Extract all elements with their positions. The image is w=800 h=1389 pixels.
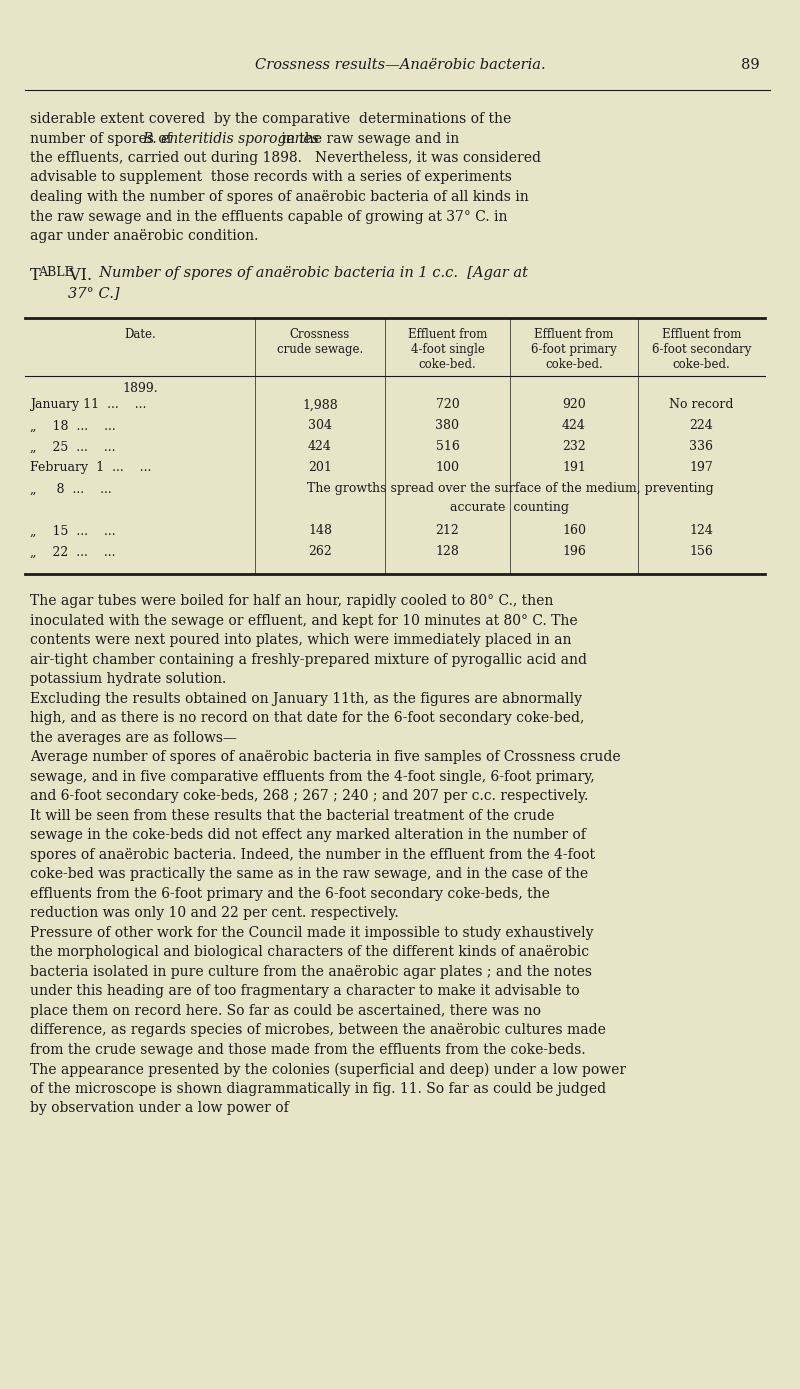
Text: The agar tubes were boiled for half an hour, rapidly cooled to 80° C., then: The agar tubes were boiled for half an h… xyxy=(30,594,554,608)
Text: Excluding the results obtained on January 11th, as the figures are abnormally: Excluding the results obtained on Januar… xyxy=(30,692,582,706)
Text: of the microscope is shown diagrammatically in fig. 11. So far as could be judge: of the microscope is shown diagrammatica… xyxy=(30,1082,606,1096)
Text: The appearance presented by the colonies (superficial and deep) under a low powe: The appearance presented by the colonies… xyxy=(30,1063,626,1076)
Text: 224: 224 xyxy=(690,419,714,432)
Text: It will be seen from these results that the bacterial treatment of the crude: It will be seen from these results that … xyxy=(30,808,554,822)
Text: 100: 100 xyxy=(435,461,459,474)
Text: effluents from the 6-foot primary and the 6-foot secondary coke-beds, the: effluents from the 6-foot primary and th… xyxy=(30,886,550,901)
Text: high, and as there is no record on that date for the 6-foot secondary coke-bed,: high, and as there is no record on that … xyxy=(30,711,584,725)
Text: T: T xyxy=(30,267,41,283)
Text: 336: 336 xyxy=(690,440,714,453)
Text: Pressure of other work for the Council made it impossible to study exhaustively: Pressure of other work for the Council m… xyxy=(30,926,594,940)
Text: sewage, and in five comparative effluents from the 4-foot single, 6-foot primary: sewage, and in five comparative effluent… xyxy=(30,770,594,783)
Text: 920: 920 xyxy=(562,399,586,411)
Text: the effluents, carried out during 1898.   Nevertheless, it was considered: the effluents, carried out during 1898. … xyxy=(30,151,541,165)
Text: 232: 232 xyxy=(562,440,586,453)
Text: „    15  ...    ...: „ 15 ... ... xyxy=(30,524,116,538)
Text: Average number of spores of anaërobic bacteria in five samples of Crossness crud: Average number of spores of anaërobic ba… xyxy=(30,750,621,764)
Text: February  1  ...    ...: February 1 ... ... xyxy=(30,461,151,474)
Text: „    18  ...    ...: „ 18 ... ... xyxy=(30,419,116,432)
Text: the raw sewage and in the effluents capable of growing at 37° C. in: the raw sewage and in the effluents capa… xyxy=(30,210,507,224)
Text: 191: 191 xyxy=(562,461,586,474)
Text: „    25  ...    ...: „ 25 ... ... xyxy=(30,440,115,453)
Text: and 6-foot secondary coke-beds, 268 ; 267 ; 240 ; and 207 per c.c. respectively.: and 6-foot secondary coke-beds, 268 ; 26… xyxy=(30,789,588,803)
Text: 304: 304 xyxy=(308,419,332,432)
Text: air-tight chamber containing a freshly-prepared mixture of pyrogallic acid and: air-tight chamber containing a freshly-p… xyxy=(30,653,587,667)
Text: 720: 720 xyxy=(436,399,459,411)
Text: potassium hydrate solution.: potassium hydrate solution. xyxy=(30,672,226,686)
Text: number of spores of: number of spores of xyxy=(30,132,176,146)
Text: dealing with the number of spores of anaërobic bacteria of all kinds in: dealing with the number of spores of ana… xyxy=(30,190,529,204)
Text: 37° C.]: 37° C.] xyxy=(68,286,120,300)
Text: Number of spores of anaërobic bacteria in 1 c.c.  [Agar at: Number of spores of anaërobic bacteria i… xyxy=(90,267,528,281)
Text: accurate  counting: accurate counting xyxy=(450,501,570,514)
Text: 1,988: 1,988 xyxy=(302,399,338,411)
Text: 424: 424 xyxy=(562,419,586,432)
Text: the morphological and biological characters of the different kinds of anaërobic: the morphological and biological charact… xyxy=(30,946,589,960)
Text: 197: 197 xyxy=(690,461,714,474)
Text: from the crude sewage and those made from the effluents from the coke-beds.: from the crude sewage and those made fro… xyxy=(30,1043,586,1057)
Text: The growths spread over the surface of the medium, preventing: The growths spread over the surface of t… xyxy=(306,482,714,496)
Text: Crossness
crude sewage.: Crossness crude sewage. xyxy=(277,328,363,356)
Text: spores of anaërobic bacteria. Indeed, the number in the effluent from the 4-foot: spores of anaërobic bacteria. Indeed, th… xyxy=(30,847,595,861)
Text: in the raw sewage and in: in the raw sewage and in xyxy=(277,132,459,146)
Text: Crossness results—Anaërobic bacteria.: Crossness results—Anaërobic bacteria. xyxy=(254,58,546,72)
Text: 201: 201 xyxy=(308,461,332,474)
Text: 156: 156 xyxy=(690,546,714,558)
Text: advisable to supplement  those records with a series of experiments: advisable to supplement those records wi… xyxy=(30,171,512,185)
Text: VI.: VI. xyxy=(64,267,92,283)
Text: 516: 516 xyxy=(435,440,459,453)
Text: Effluent from
6-foot primary
coke-bed.: Effluent from 6-foot primary coke-bed. xyxy=(531,328,617,371)
Text: agar under anaërobic condition.: agar under anaërobic condition. xyxy=(30,229,258,243)
Text: difference, as regards species of microbes, between the anaërobic cultures made: difference, as regards species of microb… xyxy=(30,1024,606,1038)
Text: ABLE: ABLE xyxy=(38,267,74,279)
Text: by observation under a low power of: by observation under a low power of xyxy=(30,1101,289,1115)
Text: „    22  ...    ...: „ 22 ... ... xyxy=(30,546,115,558)
Text: B. enteritidis sporogenes: B. enteritidis sporogenes xyxy=(142,132,319,146)
Text: 160: 160 xyxy=(562,524,586,538)
Text: bacteria isolated in pure culture from the anaërobic agar plates ; and the notes: bacteria isolated in pure culture from t… xyxy=(30,965,592,979)
Text: January 11  ...    ...: January 11 ... ... xyxy=(30,399,146,411)
Text: 424: 424 xyxy=(308,440,332,453)
Text: coke-bed was practically the same as in the raw sewage, and in the case of the: coke-bed was practically the same as in … xyxy=(30,867,588,881)
Text: under this heading are of too fragmentary a character to make it advisable to: under this heading are of too fragmentar… xyxy=(30,985,580,999)
Text: 380: 380 xyxy=(435,419,459,432)
Text: inoculated with the sewage or effluent, and kept for 10 minutes at 80° C. The: inoculated with the sewage or effluent, … xyxy=(30,614,578,628)
Text: reduction was only 10 and 22 per cent. respectively.: reduction was only 10 and 22 per cent. r… xyxy=(30,906,398,921)
Text: 128: 128 xyxy=(435,546,459,558)
Text: 89: 89 xyxy=(742,58,760,72)
Text: sewage in the coke-beds did not effect any marked alteration in the number of: sewage in the coke-beds did not effect a… xyxy=(30,828,586,842)
Text: siderable extent covered  by the comparative  determinations of the: siderable extent covered by the comparat… xyxy=(30,113,511,126)
Text: „     8  ...    ...: „ 8 ... ... xyxy=(30,482,112,496)
Text: place them on record here. So far as could be ascertained, there was no: place them on record here. So far as cou… xyxy=(30,1004,541,1018)
Text: Effluent from
6-foot secondary
coke-bed.: Effluent from 6-foot secondary coke-bed. xyxy=(652,328,751,371)
Text: No record: No record xyxy=(670,399,734,411)
Text: Date.: Date. xyxy=(124,328,156,340)
Text: contents were next poured into plates, which were immediately placed in an: contents were next poured into plates, w… xyxy=(30,633,571,647)
Text: 124: 124 xyxy=(690,524,714,538)
Text: 1899.: 1899. xyxy=(122,382,158,394)
Text: Effluent from
4-foot single
coke-bed.: Effluent from 4-foot single coke-bed. xyxy=(408,328,487,371)
Text: 262: 262 xyxy=(308,546,332,558)
Text: 212: 212 xyxy=(436,524,459,538)
Text: 148: 148 xyxy=(308,524,332,538)
Text: 196: 196 xyxy=(562,546,586,558)
Text: the averages are as follows—: the averages are as follows— xyxy=(30,731,237,745)
